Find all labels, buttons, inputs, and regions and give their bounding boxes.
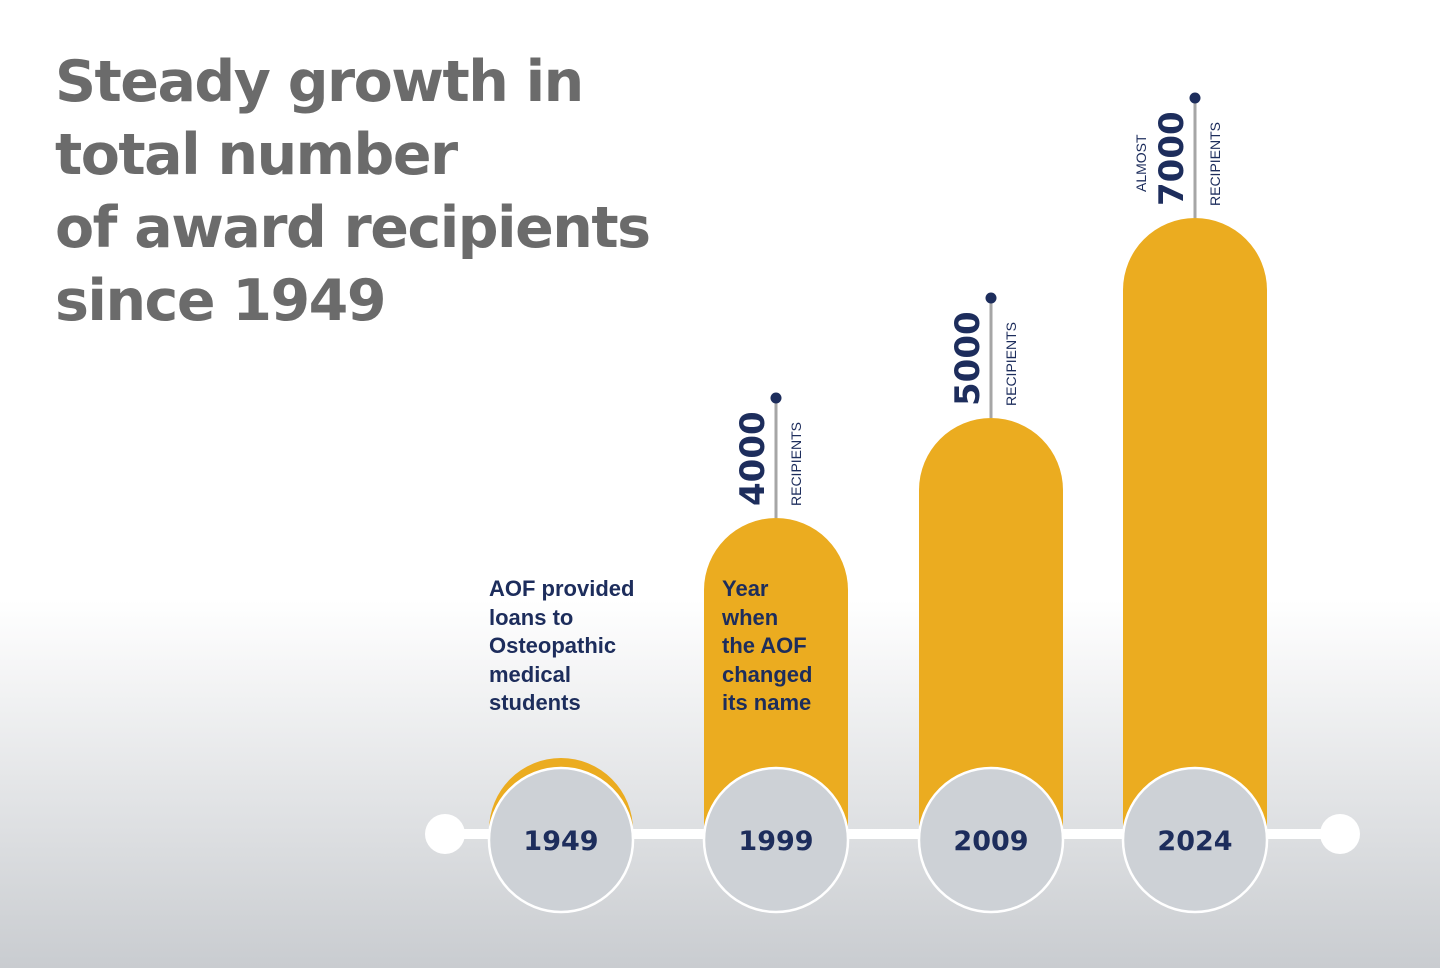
bar-2009	[919, 418, 1063, 838]
unit-label-2024: RECIPIENTS	[1207, 122, 1223, 206]
prefix-label-2024: ALMOST	[1133, 134, 1149, 192]
year-label-2024: 2024	[1157, 826, 1232, 857]
annotation-line: students	[489, 690, 581, 715]
annotation-1999: Year when the AOF changed its name	[722, 575, 812, 718]
title-line: Steady growth in	[55, 49, 584, 115]
annotation-line: medical	[489, 661, 571, 687]
value-label-1999: 4000	[733, 411, 773, 506]
year-circle-2009	[917, 766, 1065, 914]
timeline-start-dot	[425, 814, 465, 854]
unit-label-1999: RECIPIENTS	[788, 422, 804, 506]
title-line: total number	[55, 122, 458, 188]
year-label-2009: 2009	[953, 826, 1028, 857]
value-label-2009: 5000	[948, 311, 988, 406]
bar-2024	[1123, 218, 1267, 838]
annotation-1949: AOF provided loans to Osteopathic medica…	[489, 575, 634, 718]
chart-title: Steady growth in total number of award r…	[55, 46, 651, 338]
annotation-line: its name	[722, 690, 812, 715]
annotation-line: Osteopathic	[489, 633, 617, 658]
annotation-line: AOF provided	[489, 576, 635, 601]
year-label-1949: 1949	[523, 826, 598, 857]
value-label-2024: 7000	[1152, 111, 1192, 206]
year-circle-1999	[702, 766, 850, 914]
year-circle-1949	[487, 766, 635, 914]
annotation-line: changed	[722, 661, 813, 687]
stem-dot-2024	[1189, 92, 1201, 104]
year-label-1999: 1999	[738, 826, 813, 857]
annotation-line: when	[722, 604, 779, 630]
title-line: of award recipients	[55, 195, 651, 261]
year-circle-2024	[1121, 766, 1269, 914]
stem-dot-1999	[770, 392, 782, 404]
annotation-line: loans to	[489, 604, 574, 630]
stem-dot-2009	[985, 292, 997, 304]
unit-label-2009: RECIPIENTS	[1003, 322, 1019, 406]
annotation-line: Year	[722, 576, 769, 601]
annotation-line: the AOF	[722, 633, 807, 658]
title-line: since 1949	[55, 268, 386, 334]
bar-1999	[704, 518, 848, 838]
timeline-end-dot	[1320, 814, 1360, 854]
